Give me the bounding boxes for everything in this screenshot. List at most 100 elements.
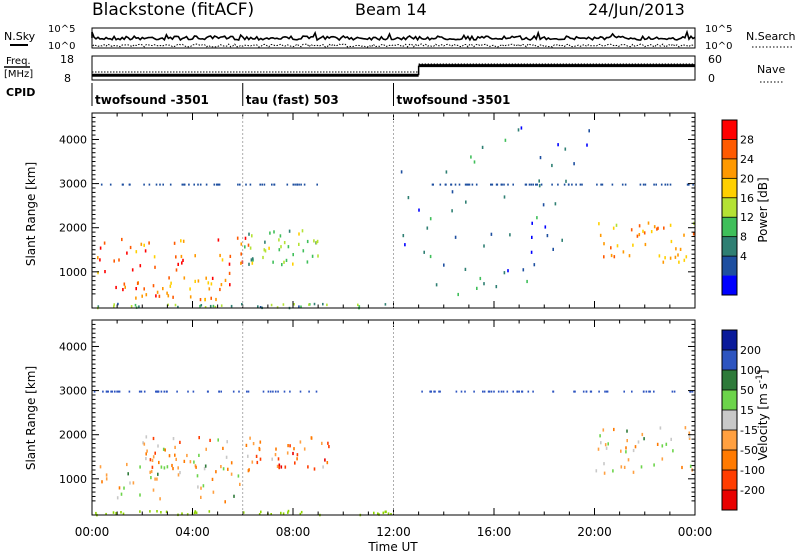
echo-cell xyxy=(429,254,432,259)
echo-cell xyxy=(157,390,159,393)
echo-cell xyxy=(601,183,604,186)
echo-cell xyxy=(653,183,655,186)
echo-cell xyxy=(458,183,461,186)
echo-cell xyxy=(105,473,108,477)
echo-cell xyxy=(123,486,125,490)
colorbar-ticklabel: -50 xyxy=(740,444,758,457)
echo-cell xyxy=(143,243,145,247)
echo-cell xyxy=(118,486,121,490)
echo-cell xyxy=(639,183,642,186)
echo-cell xyxy=(189,460,192,464)
echo-cell xyxy=(212,490,215,494)
echo-cell xyxy=(200,495,202,499)
echo-cell xyxy=(139,510,141,513)
x-ticklabel: 08:00 xyxy=(276,525,311,539)
echo-cell xyxy=(202,484,205,488)
echo-cell xyxy=(533,263,536,267)
echo-cell xyxy=(681,465,683,470)
cpid-segment-label: twofsound -3501 xyxy=(397,93,511,107)
echo-cell xyxy=(175,255,177,259)
echo-cell xyxy=(644,242,647,247)
nsky-label: N.Sky xyxy=(4,30,36,43)
echo-cell xyxy=(230,461,233,465)
echo-cell xyxy=(232,390,235,393)
echo-cell xyxy=(466,183,468,186)
echo-cell xyxy=(247,243,250,247)
echo-cell xyxy=(182,258,184,262)
echo-cell xyxy=(407,196,410,200)
echo-cell xyxy=(143,287,145,291)
echo-cell xyxy=(306,260,309,264)
velocity-colorbar-label-main: Velocity [m s xyxy=(756,383,770,460)
echo-cell xyxy=(460,390,463,393)
echo-cell xyxy=(205,276,207,280)
echo-cell xyxy=(192,390,195,393)
y-ticklabel: 1000 xyxy=(59,266,87,279)
echo-cell xyxy=(211,477,214,481)
echo-cell xyxy=(648,390,650,393)
echo-cell xyxy=(146,449,148,453)
echo-cell xyxy=(132,481,135,485)
echo-cell xyxy=(674,255,677,259)
echo-cell xyxy=(315,241,318,245)
echo-cell xyxy=(267,390,270,393)
echo-cell xyxy=(299,440,302,444)
echo-cell xyxy=(126,462,128,467)
echo-cell xyxy=(122,512,125,516)
echo-cell xyxy=(219,287,221,292)
echo-cell xyxy=(473,160,476,164)
echo-cell xyxy=(150,476,152,480)
echo-cell xyxy=(251,234,253,238)
echo-cell xyxy=(117,390,120,393)
echo-cell xyxy=(599,434,601,438)
nave-label: Nave xyxy=(757,63,785,76)
echo-cell xyxy=(220,283,223,287)
nave-tick-top: 60 xyxy=(708,53,722,66)
echo-cell xyxy=(215,470,217,474)
echo-cell xyxy=(293,447,295,451)
echo-cell xyxy=(565,179,567,183)
echo-cell xyxy=(221,258,224,262)
echo-cell xyxy=(688,436,691,440)
date-title: 24/Jun/2013 xyxy=(588,0,685,19)
echo-cell xyxy=(248,262,250,266)
station-title: Blackstone (fitACF) xyxy=(92,0,254,20)
echo-cell xyxy=(135,296,137,300)
echo-cell xyxy=(677,253,679,257)
echo-cell xyxy=(251,257,254,261)
echo-cell xyxy=(672,449,674,453)
echo-cell xyxy=(647,221,650,225)
echo-cell xyxy=(127,472,129,476)
nsky-line xyxy=(91,29,696,42)
echo-cell xyxy=(298,183,300,186)
velocity-colorbar: 200 100 50 15 -15 -50 -100 -200 xyxy=(721,329,765,511)
echo-cell xyxy=(300,183,302,186)
echo-cell xyxy=(237,183,239,186)
echo-cell xyxy=(590,390,593,393)
nsky-trace xyxy=(91,29,696,49)
echo-cell xyxy=(168,454,171,458)
echo-cell xyxy=(390,513,392,516)
echo-cell xyxy=(471,183,474,186)
colorbar-segment xyxy=(722,275,737,296)
echo-cell xyxy=(605,390,608,393)
echo-cell xyxy=(625,450,627,454)
echo-cell xyxy=(197,279,200,283)
colorbar-frame xyxy=(721,329,738,511)
echo-cell xyxy=(277,390,279,393)
echo-cell xyxy=(107,390,109,393)
echo-cell xyxy=(159,497,161,501)
echo-cell xyxy=(598,222,600,226)
echo-cell xyxy=(130,305,133,308)
echo-cell xyxy=(512,183,514,186)
echo-cell xyxy=(166,291,168,295)
echo-cell xyxy=(597,447,600,451)
echo-cell xyxy=(283,390,286,393)
echo-cell xyxy=(473,390,475,393)
echo-cell xyxy=(283,241,286,245)
echo-cell xyxy=(219,253,221,258)
echo-cell xyxy=(241,303,243,306)
echo-cell xyxy=(294,461,296,465)
echo-cell xyxy=(588,129,590,133)
echo-cell xyxy=(134,303,137,307)
